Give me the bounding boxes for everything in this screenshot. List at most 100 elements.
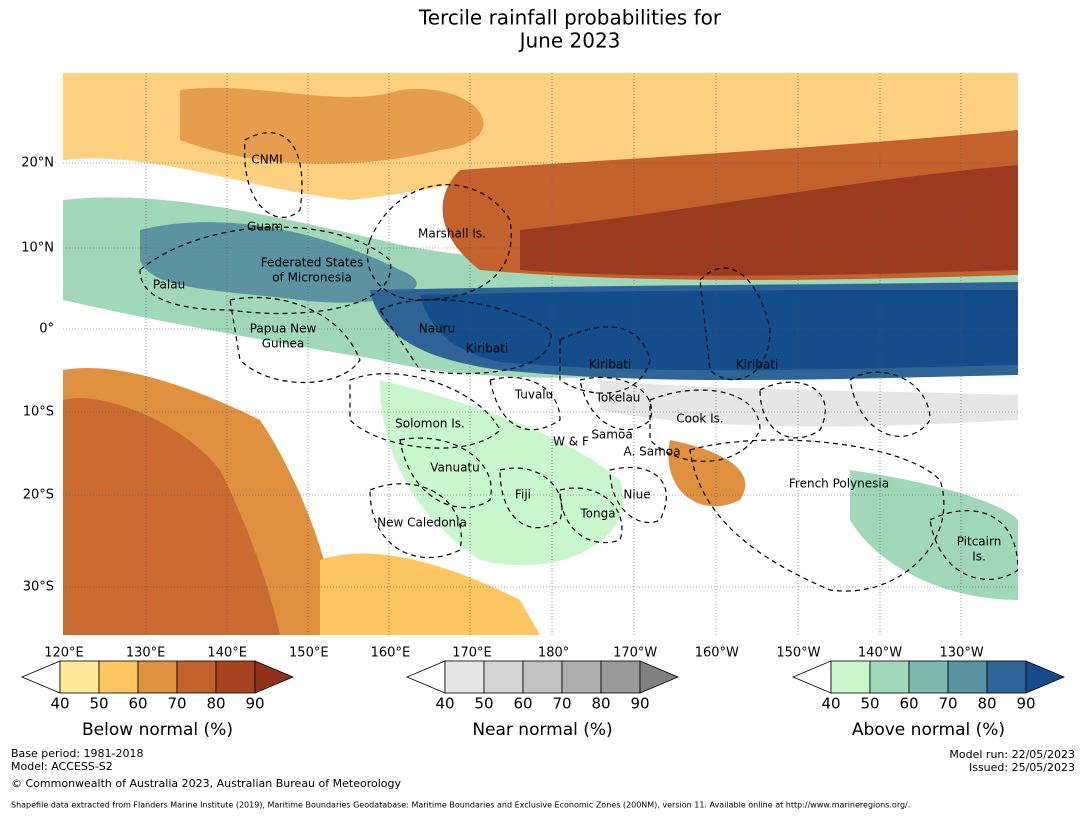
colorbar-tick-label: 80 [977,695,996,713]
colorbar-tick-label: 90 [245,695,264,713]
colorbar-tick-label: 40 [435,695,454,713]
colorbar-box [59,660,100,694]
colorbar-tick-label: 50 [89,695,108,713]
colorbar-under [20,660,61,694]
colorbar-tick-label: 90 [1016,695,1035,713]
wet-band [420,290,1018,371]
near-band [600,380,1018,427]
footer-left: © Commonwealth of Australia 2023, Austra… [11,777,401,790]
colorbar-box [561,660,602,694]
colorbar-tick-label: 60 [513,695,532,713]
colorbar-box [137,660,178,694]
colorbar-over [639,660,680,694]
lat-label: 10°S [23,405,54,420]
region-label: French Polynesia [789,477,889,491]
colorbar-box [908,660,949,694]
footer-left: Model: ACCESS-S2 [11,760,113,773]
colorbar-under [405,660,446,694]
region-label: W & F [553,435,589,449]
region-label: CNMI [251,153,282,167]
region-label: Tokelau [595,391,641,405]
lat-label: 20°N [21,156,54,171]
lon-label: 160°E [371,646,411,661]
colorbar-over [1025,660,1066,694]
region-label: Nauru [419,322,455,336]
region-label: Papua New [250,322,317,336]
colorbar-tick-label: 50 [474,695,493,713]
colorbar-box [176,660,217,694]
colorbar-tick-label: 80 [591,695,610,713]
dry-band [520,165,1018,276]
lat-label: 30°S [23,580,54,595]
eez-boundaries [139,132,1018,592]
lon-label: 130°E [126,646,166,661]
lat-label: 20°S [23,488,54,503]
region-label: of Micronesia [272,271,352,285]
region-label: New Caledonia [377,516,467,530]
region-label: Kiribati [589,358,631,372]
region-label: Kiribati [736,358,778,372]
colorbar-tick-label: 60 [128,695,147,713]
colorbar-box [98,660,139,694]
colorbar-box [947,660,988,694]
lon-label: 140°E [207,646,247,661]
colorbar-tick-label: 80 [206,695,225,713]
footer-source: Shapefile data extracted from Flanders M… [11,801,910,810]
region-label: Samoa [591,428,632,442]
region-label: A. Samoa [624,445,681,459]
colorbar-under [791,660,832,694]
lon-label: 170°E [452,646,492,661]
region-label: Pitcairn [957,535,1002,549]
lon-label: 120°E [44,646,84,661]
lon-label: 160°W [695,646,739,661]
colorbar-tick-label: 70 [552,695,571,713]
colorbar-box [444,660,485,694]
dry-australia [63,398,280,635]
colorbar-box [215,660,256,694]
region-label: Is. [972,550,986,564]
region-label: Guam [247,220,283,234]
colorbar-tick-label: 70 [167,695,186,713]
region-label: Marshall Is. [418,227,486,241]
wet-band [140,222,417,303]
colorbar-tick-label: 90 [630,695,649,713]
region-label: Vanuatu [430,461,480,475]
title: Tercile rainfall probabilities for [418,6,722,30]
colorbar-tick-label: 40 [821,695,840,713]
region-label: Tonga [579,507,615,521]
footer-right: Issued: 25/05/2023 [969,761,1075,774]
title: June 2023 [518,29,621,53]
graticule [63,73,1018,635]
colorbar-title: Above normal (%) [852,720,1005,740]
lon-label: 150°W [776,646,820,661]
lon-label: 180° [538,646,569,661]
lon-label: 170°W [613,646,657,661]
colorbar-tick-label: 50 [860,695,879,713]
region-label: Solomon Is. [395,417,465,431]
colorbar-title: Below normal (%) [82,720,233,740]
footer-left: Base period: 1981-2018 [11,747,143,760]
lat-label: 10°N [21,241,54,256]
colorbar-box [986,660,1027,694]
region-label: Kiribati [466,342,508,356]
colorbar-box [483,660,524,694]
lat-label: 0° [39,322,54,337]
lon-label: 150°E [289,646,329,661]
colorbar-tick-label: 70 [938,695,957,713]
region-label: Palau [153,278,185,292]
dry-south [320,553,540,635]
region-label: Federated States [261,256,363,270]
colorbar-box [869,660,910,694]
colorbar-box [830,660,871,694]
lon-label: 140°W [858,646,902,661]
colorbar-title: Near normal (%) [472,720,612,740]
colorbar-box [522,660,563,694]
colorbar-over [254,660,295,694]
region-label: Guinea [262,337,305,351]
footer-right: Model run: 22/05/2023 [949,748,1075,761]
lon-label: 130°W [940,646,984,661]
colorbar-tick-label: 40 [50,695,69,713]
dry-north [180,87,484,164]
region-label: Cook Is. [676,412,723,426]
